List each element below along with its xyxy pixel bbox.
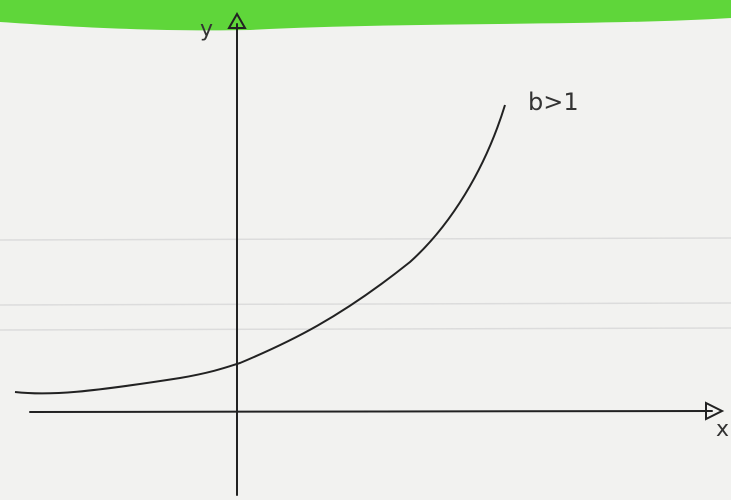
page: {"axis_labels": {"y": "y", "x": "x"}, "c… [0,0,731,500]
x-axis [30,411,712,412]
x-axis-label: x [716,417,729,442]
curve-label: b>1 [528,88,579,116]
paper [0,0,731,500]
sketch: y x b>1 [0,0,731,500]
y-axis-label: y [200,17,213,42]
